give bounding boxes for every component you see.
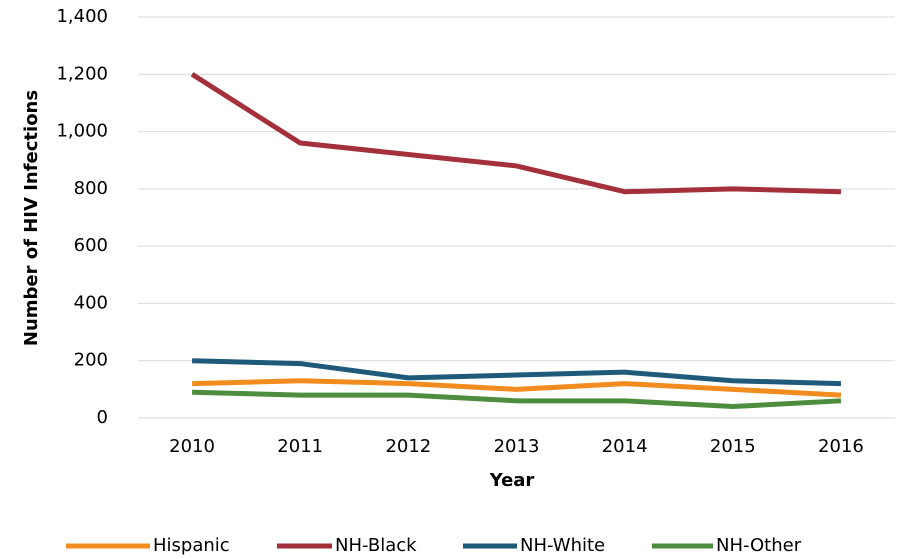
y-tick-label: 1,400 — [56, 6, 108, 27]
x-tick-label: 2011 — [277, 436, 323, 457]
x-tick-label: 2014 — [602, 436, 648, 457]
y-tick-label: 200 — [74, 350, 108, 371]
legend-label: NH-Other — [716, 535, 802, 556]
series-line — [190, 72, 841, 195]
legend-label: Hispanic — [153, 535, 230, 556]
legend-label: NH-White — [520, 535, 605, 556]
y-tick-label: 1,000 — [56, 121, 108, 142]
x-tick-label: 2016 — [818, 436, 864, 457]
x-tick-label: 2013 — [494, 436, 540, 457]
y-tick-label: 400 — [74, 292, 108, 313]
y-tick-label: 1,200 — [56, 63, 108, 84]
x-tick-label: 2010 — [169, 436, 215, 457]
y-axis-title: Number of HIV Infections — [21, 90, 42, 346]
y-tick-label: 800 — [74, 178, 108, 199]
y-tick-label: 600 — [74, 235, 108, 256]
y-tick-label: 0 — [97, 407, 108, 428]
x-axis-title: Year — [489, 470, 535, 491]
x-tick-label: 2012 — [385, 436, 431, 457]
legend-label: NH-Black — [335, 535, 417, 556]
x-tick-label: 2015 — [710, 436, 756, 457]
series-line — [192, 389, 842, 410]
series-line — [192, 378, 842, 398]
series-line — [192, 358, 841, 387]
